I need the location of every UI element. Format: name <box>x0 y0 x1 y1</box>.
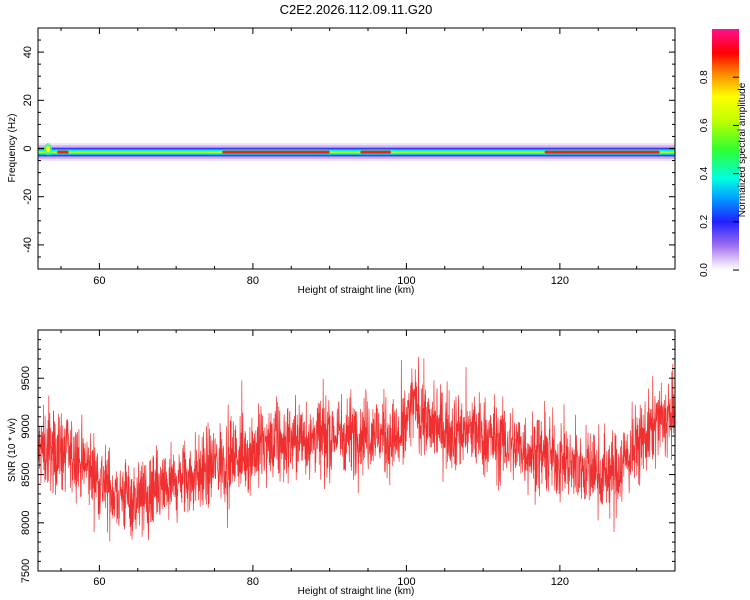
spectrogram-band <box>38 143 675 162</box>
snr-ytick-label: 9000 <box>20 414 32 438</box>
spectrogram-xtick-label: 120 <box>551 275 569 287</box>
snr-xlabel: Height of straight line (km) <box>298 586 415 597</box>
spectrogram-ytick-label: -40 <box>22 237 34 253</box>
spectrogram-xlabel: Height of straight line (km) <box>298 285 415 296</box>
colorbar-tick-label: 0.2 <box>699 214 710 228</box>
snr-ytick-label: 7500 <box>20 559 32 583</box>
spectrogram-ylabel: Frequency (Hz) <box>7 114 18 183</box>
snr-series-line <box>38 356 675 542</box>
snr-ytick-label: 8000 <box>20 511 32 535</box>
snr-ylabel: SNR (10 * v/v) <box>7 418 18 482</box>
spectrogram-ytick-label: 40 <box>22 46 34 58</box>
snr-ytick-label: 8500 <box>20 462 32 486</box>
snr-plot-area <box>38 356 675 542</box>
snr-ticks: 60 80 100 120 7500 8000 8500 9000 9500 <box>20 330 676 588</box>
spectrogram-peak-segment <box>222 150 330 154</box>
snr-xtick-label: 120 <box>551 576 569 588</box>
snr-xtick-label: 100 <box>397 576 415 588</box>
spectrogram-peak-segment <box>57 150 69 154</box>
snr-frame <box>37 329 676 572</box>
spectrogram-peak-segment <box>360 150 392 154</box>
colorbar-tick-label: 0.0 <box>699 263 710 277</box>
colorbar-label: Normalized spectral amplitude <box>737 82 748 217</box>
spectrogram-band-layer <box>38 151 675 153</box>
spectrogram-xtick-label: 60 <box>93 275 105 287</box>
spectrogram-ytick-label: -20 <box>22 189 34 205</box>
colorbar-tick-label: 0.6 <box>699 118 710 132</box>
spectrogram-ytick-label: 0 <box>22 145 34 151</box>
colorbar-gradient <box>712 29 739 270</box>
snr-xtick-label: 60 <box>93 576 105 588</box>
snr-panel: 60 80 100 120 7500 8000 8500 9000 9500 Height of… <box>7 329 676 597</box>
colorbar-tick-label: 0.8 <box>699 70 710 84</box>
spectrogram-ticks: 60 80 100 120 -40 -20 0 20 40 <box>22 27 676 287</box>
spectrogram-panel: 60 80 100 120 -40 -20 0 20 40 Height of straight… <box>7 27 676 296</box>
colorbar-ticks: 0.0 0.2 0.4 0.6 0.8 <box>699 70 739 277</box>
colorbar-tick-label: 0.4 <box>699 166 710 180</box>
spectrogram-peak-segment <box>544 150 660 154</box>
spectrogram-ytick-label: 20 <box>22 94 34 106</box>
spectrogram-xtick-label: 80 <box>247 275 259 287</box>
spectrogram-onset-core <box>45 146 50 153</box>
chart-title: C2E2.2026.112.09.11.G20 <box>280 2 433 17</box>
spectrogram-xtick-label: 100 <box>397 275 415 287</box>
snr-xtick-label: 80 <box>247 576 259 588</box>
snr-ytick-label: 9500 <box>20 366 32 390</box>
colorbar: 0.0 0.2 0.4 0.6 0.8 Normalized spectral ampl… <box>699 29 748 277</box>
